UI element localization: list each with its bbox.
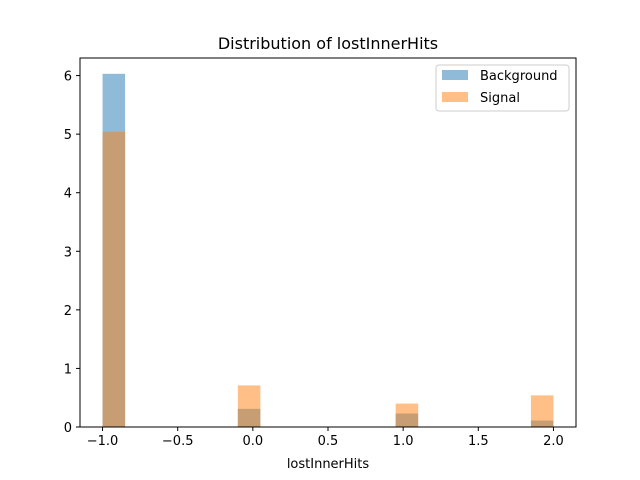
- y-tick-label: 0: [64, 421, 72, 436]
- x-tick-label: −1.0: [87, 434, 119, 449]
- y-tick-label: 4: [64, 187, 72, 202]
- y-axis: 0 1 2 3 4 5 6: [64, 70, 80, 436]
- y-tick-label: 5: [64, 128, 72, 143]
- bar-signal-3: [530, 395, 554, 427]
- bar-signal-0: [102, 131, 126, 428]
- bar-signal-1: [237, 385, 261, 427]
- x-tick-label: −0.5: [162, 434, 194, 449]
- legend: Background Signal: [435, 64, 570, 112]
- x-axis-label: lostInnerHits: [287, 457, 370, 472]
- x-tick-label: 0.5: [318, 434, 339, 449]
- y-tick-label: 3: [64, 245, 72, 260]
- bars-group: [102, 73, 554, 428]
- x-axis: −1.0 −0.5 0.0 0.5 1.0 1.5 2.0: [87, 427, 564, 449]
- bar-signal-2: [395, 403, 419, 427]
- legend-swatch-signal: [442, 92, 468, 102]
- legend-swatch-background: [442, 70, 468, 80]
- x-tick-label: 1.5: [468, 434, 489, 449]
- y-tick-label: 2: [64, 304, 72, 319]
- legend-box: [435, 64, 570, 112]
- x-tick-label: 2.0: [543, 434, 564, 449]
- legend-label-background: Background: [480, 69, 558, 84]
- chart-title: Distribution of lostInnerHits: [218, 34, 438, 53]
- plot-frame: [79, 57, 577, 428]
- x-tick-label: 1.0: [393, 434, 414, 449]
- y-tick-label: 1: [64, 362, 72, 377]
- y-tick-label: 6: [64, 70, 72, 85]
- x-tick-label: 0.0: [243, 434, 264, 449]
- legend-label-signal: Signal: [480, 91, 520, 106]
